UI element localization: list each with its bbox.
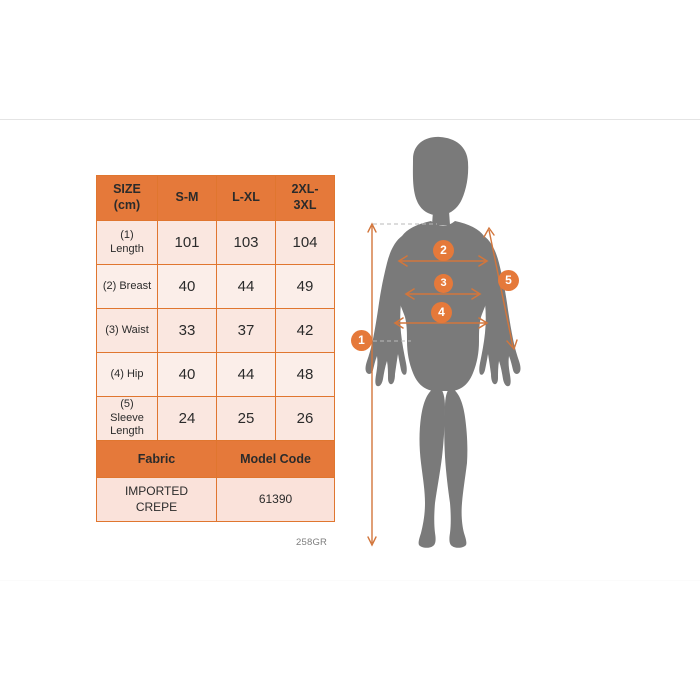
cell-breast-2xl-3xl: 49 <box>275 264 335 309</box>
row-label-waist: (3) Waist <box>96 308 158 353</box>
cell-breast-l-xl: 44 <box>216 264 276 309</box>
row-label-hip: (4) Hip <box>96 352 158 397</box>
marker-badge-1: 1 <box>351 330 372 351</box>
row-label-sleeve-line1: (5) <box>120 397 134 410</box>
fabric-value-line1: IMPORTED <box>124 483 189 498</box>
table-row: (5) Sleeve Length 24 25 26 <box>96 396 335 441</box>
header-2xl-line2: 3XL <box>293 198 317 212</box>
cell-breast-s-m: 40 <box>157 264 217 309</box>
waist-measure-arrow <box>404 288 482 300</box>
body-silhouette-svg <box>365 136 521 548</box>
row-label-sleeve-line2: Sleeve <box>110 411 144 424</box>
header-cell-size: SIZE (cm) <box>96 175 158 221</box>
header-row: SIZE (cm) S-M L-XL 2XL- 3XL <box>96 175 335 221</box>
cell-hip-2xl-3xl: 48 <box>275 352 335 397</box>
cell-waist-s-m: 33 <box>157 308 217 353</box>
header-size-line1: SIZE <box>113 182 141 197</box>
top-divider <box>0 119 700 120</box>
table-row: (2) Breast 40 44 49 <box>96 264 335 309</box>
row-label-length-line2: Length <box>110 242 144 255</box>
cell-length-2xl-3xl: 104 <box>275 220 335 265</box>
header-2xl-line1: 2XL- <box>291 182 319 197</box>
cell-sleeve-l-xl: 25 <box>216 396 276 441</box>
marker-badge-3: 3 <box>434 274 453 293</box>
cell-length-l-xl: 103 <box>216 220 276 265</box>
row-label-length: (1) Length <box>96 220 158 265</box>
table-subheader-row: Fabric Model Code <box>96 440 335 478</box>
body-figure-panel: 1 2 3 4 5 <box>345 135 560 555</box>
row-label-breast: (2) Breast <box>96 264 158 309</box>
subheader-model-code: Model Code <box>216 440 335 478</box>
cell-waist-l-xl: 37 <box>216 308 276 353</box>
fabric-value-line2: CREPE <box>135 499 178 514</box>
marker-badge-2: 2 <box>433 240 454 261</box>
marker-badge-5: 5 <box>498 270 519 291</box>
cell-model-code-value: 61390 <box>216 477 335 522</box>
header-cell-2xl-3xl: 2XL- 3XL <box>275 175 335 221</box>
table-row: (3) Waist 33 37 42 <box>96 308 335 353</box>
length-guide-lines <box>373 223 437 342</box>
table-row: (4) Hip 40 44 48 <box>96 352 335 397</box>
table-row: (1) Length 101 103 104 <box>96 220 335 265</box>
subheader-fabric: Fabric <box>96 440 217 478</box>
cell-waist-2xl-3xl: 42 <box>275 308 335 353</box>
hip-measure-arrow <box>393 317 489 329</box>
row-label-sleeve-length: (5) Sleeve Length <box>96 396 158 441</box>
breast-measure-arrow <box>397 255 489 267</box>
weight-note: 258GR <box>296 537 328 548</box>
size-chart-table: SIZE (cm) S-M L-XL 2XL- 3XL (1) Length 1… <box>96 175 335 522</box>
header-cell-l-xl: L-XL <box>216 175 276 221</box>
cell-sleeve-s-m: 24 <box>157 396 217 441</box>
table-body: (1) Length 101 103 104 (2) Breast 40 44 … <box>96 220 335 522</box>
cell-sleeve-2xl-3xl: 26 <box>275 396 335 441</box>
cell-hip-s-m: 40 <box>157 352 217 397</box>
row-label-sleeve-line3: Length <box>110 425 144 438</box>
silhouette-body <box>365 136 521 548</box>
table-header: SIZE (cm) S-M L-XL 2XL- 3XL <box>96 175 335 221</box>
table-info-row: IMPORTED CREPE 61390 <box>96 477 335 522</box>
bottom-divider <box>0 580 700 581</box>
marker-badge-4: 4 <box>431 302 452 323</box>
length-measure-arrow <box>367 222 377 547</box>
cell-length-s-m: 101 <box>157 220 217 265</box>
cell-fabric-value: IMPORTED CREPE <box>96 477 217 522</box>
header-size-line2: (cm) <box>113 198 141 212</box>
header-cell-s-m: S-M <box>157 175 217 221</box>
cell-hip-l-xl: 44 <box>216 352 276 397</box>
row-label-length-line1: (1) <box>120 228 134 241</box>
